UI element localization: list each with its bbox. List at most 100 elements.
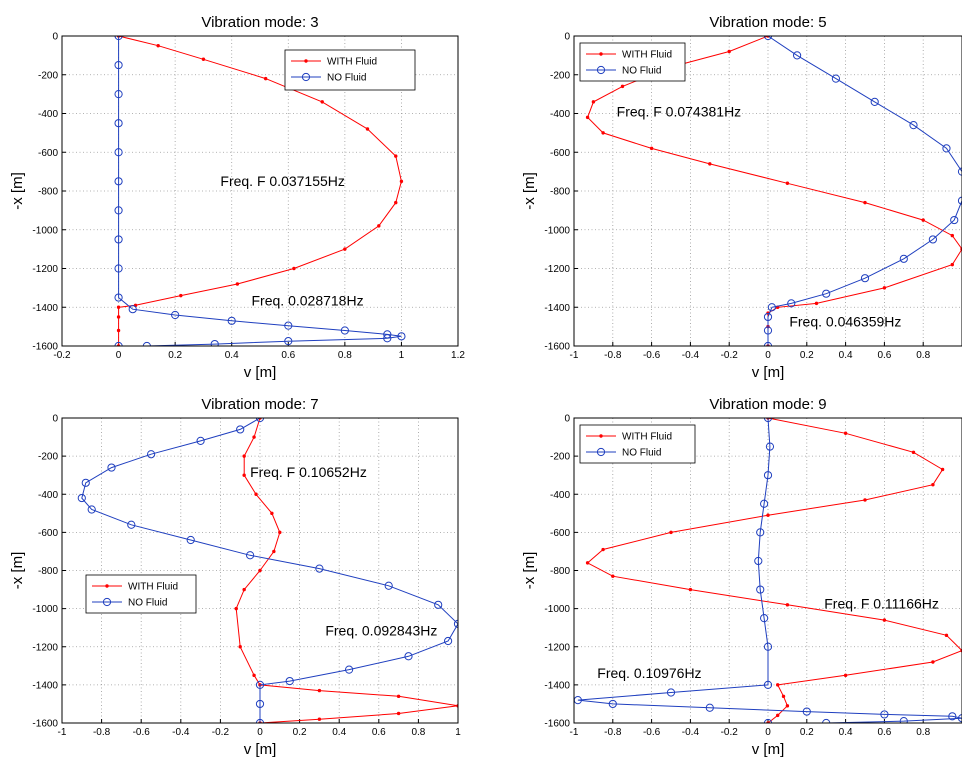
x-tick-label: -0.6: [133, 727, 151, 738]
point-no-fluid: [383, 330, 392, 339]
point-with-fluid: [238, 645, 242, 649]
chart-title: Vibration mode: 9: [709, 396, 826, 413]
point-no-fluid: [950, 215, 959, 225]
point-no-fluid: [880, 710, 889, 719]
legend-marker: [596, 65, 606, 75]
point-with-fluid: [591, 100, 596, 104]
point-with-fluid: [585, 561, 590, 565]
y-tick-label: -400: [550, 109, 570, 120]
point-no-fluid: [196, 436, 205, 445]
point-no-fluid: [763, 680, 773, 689]
point-with-fluid: [116, 305, 121, 309]
point-no-fluid: [760, 614, 769, 623]
chart-title: Vibration mode: 3: [201, 14, 318, 31]
y-tick-label: 0: [564, 414, 570, 425]
point-no-fluid: [793, 51, 802, 60]
point-no-fluid: [444, 636, 453, 646]
point-no-fluid: [763, 326, 773, 335]
point-no-fluid: [147, 450, 156, 459]
point-no-fluid: [831, 74, 841, 83]
point-no-fluid: [114, 90, 123, 99]
point-with-fluid: [254, 492, 258, 496]
point-no-fluid: [114, 177, 123, 186]
legend-marker: [599, 52, 603, 56]
point-with-fluid: [258, 568, 262, 573]
point-with-fluid: [242, 454, 246, 458]
y-tick-label: -1400: [32, 303, 58, 314]
point-no-fluid: [384, 581, 393, 590]
point-with-fluid: [235, 282, 240, 286]
point-no-fluid: [909, 121, 918, 130]
x-tick-label: 0.2: [293, 727, 307, 738]
point-with-fluid: [708, 162, 712, 166]
x-tick-label: -1: [570, 350, 579, 361]
legend-marker: [304, 59, 308, 63]
point-no-fluid: [754, 556, 763, 566]
x-tick-label: 0.8: [411, 727, 425, 738]
y-tick-label: -1600: [544, 719, 570, 730]
frequency-annotation: Freq. F 0.11166Hz: [824, 596, 939, 612]
point-with-fluid: [399, 179, 404, 184]
axes-frame: [573, 35, 962, 347]
point-no-fluid: [127, 520, 136, 529]
x-tick-label: -0.4: [172, 727, 190, 738]
legend-marker: [105, 584, 109, 588]
point-with-fluid: [252, 435, 256, 439]
point-no-fluid: [340, 326, 349, 335]
x-axis-label: v [m]: [752, 364, 785, 381]
frequency-annotation: Freq. F 0.10652Hz: [250, 464, 367, 480]
point-with-fluid: [242, 587, 246, 592]
point-no-fluid: [255, 680, 265, 689]
series-line-no-fluid: [81, 418, 458, 723]
x-tick-label: 0: [765, 350, 771, 361]
frequency-annotation: Freq. 0.028718Hz: [252, 292, 364, 308]
point-with-fluid: [585, 115, 590, 120]
x-tick-label: 0.4: [225, 350, 239, 361]
y-tick-label: -1600: [32, 719, 58, 730]
point-with-fluid: [320, 100, 324, 104]
point-with-fluid: [785, 603, 790, 607]
y-tick-label: -400: [38, 109, 58, 120]
point-no-fluid: [246, 551, 255, 560]
legend: WITH Fluid NO Fluid: [579, 424, 696, 464]
point-with-fluid: [234, 606, 238, 611]
x-tick-label: -0.2: [53, 350, 71, 361]
y-tick-label: -600: [38, 528, 58, 539]
y-tick-label: -1200: [32, 642, 58, 653]
point-no-fluid: [760, 499, 769, 508]
point-no-fluid: [763, 312, 773, 322]
panel-1: -0.2 0 0.2 0.4 0.6 0.8 1 1.2 0 -200 -400 -600 -800 -1…: [9, 14, 465, 381]
point-with-fluid: [201, 57, 206, 61]
y-axis-label: -x [m]: [521, 552, 538, 590]
y-tick-label: -200: [550, 452, 570, 463]
y-tick-label: -1200: [544, 642, 570, 653]
point-with-fluid: [944, 633, 949, 638]
y-tick-label: -400: [550, 490, 570, 501]
y-axis-label: -x [m]: [9, 172, 26, 210]
point-no-fluid: [345, 665, 354, 674]
legend: WITH Fluid NO Fluid: [579, 42, 686, 82]
legend-entry: WITH Fluid: [327, 57, 377, 68]
x-tick-label: -0.2: [721, 727, 739, 738]
legend-entry: NO Fluid: [327, 73, 366, 84]
point-with-fluid: [931, 660, 935, 664]
point-with-fluid: [688, 587, 693, 592]
point-with-fluid: [781, 694, 786, 699]
point-with-fluid: [611, 574, 615, 578]
point-no-fluid: [763, 718, 773, 723]
y-tick-label: 0: [52, 414, 58, 425]
legend: WITH Fluid NO Fluid: [284, 49, 416, 91]
point-with-fluid: [116, 315, 121, 319]
point-no-fluid: [284, 321, 293, 330]
chart-title: Vibration mode: 7: [201, 396, 318, 413]
point-no-fluid: [957, 714, 962, 723]
point-with-fluid: [882, 618, 887, 622]
x-tick-label: 0.6: [877, 350, 891, 361]
point-no-fluid: [107, 463, 116, 472]
point-with-fluid: [620, 84, 625, 89]
y-tick-label: -600: [550, 528, 570, 539]
frequency-annotation: Freq. 0.10976Hz: [597, 665, 701, 681]
point-with-fluid: [263, 76, 268, 81]
point-no-fluid: [705, 703, 714, 712]
point-no-fluid: [822, 718, 831, 723]
